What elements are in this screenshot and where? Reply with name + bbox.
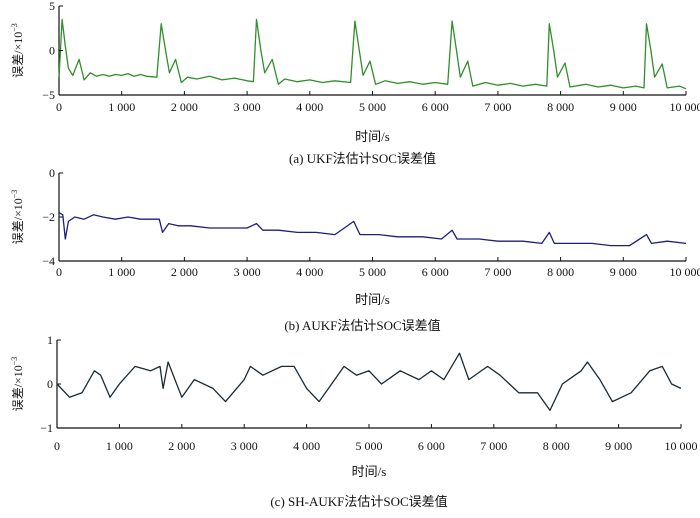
x-axis-label: 时间/s (355, 129, 390, 144)
x-tick-label: 2 000 (171, 100, 198, 114)
y-tick-label: 0 (47, 377, 53, 391)
y-axis-label-base: 误差/×10 (11, 198, 25, 244)
y-axis-label: 误差/×10−3 (10, 357, 25, 412)
x-tick-label: 5 000 (356, 439, 383, 453)
x-tick-label: 7 000 (484, 100, 511, 114)
series-line (59, 19, 686, 88)
y-tick-label: 1 (47, 333, 53, 347)
x-tick-label: 7 000 (484, 265, 511, 279)
x-tick-label: 8 000 (547, 100, 574, 114)
series-line (57, 353, 681, 410)
panel-caption: (c) SH-AUKF法估计SOC误差值 (270, 494, 447, 509)
y-tick-label: 0 (49, 166, 55, 180)
y-axis-label-exponent: −3 (10, 357, 19, 366)
y-axis-label-exponent: −3 (10, 190, 19, 199)
panel-c: 0 1 000 2 000 3 000 4 000 5 000 6 000 7 000 8 00… (10, 333, 698, 509)
x-tick-label: 9 000 (610, 265, 637, 279)
x-tick-label: 3 000 (234, 265, 261, 279)
y-axis-label-exponent: −3 (10, 23, 19, 32)
panel-caption: (b) AUKF法估计SOC误差值 (284, 318, 440, 333)
series-line (59, 213, 686, 246)
x-tick-label: 5 000 (359, 265, 386, 279)
panel-b: 0 1 000 2 000 3 000 4 000 5 000 6 000 7 000 8 00… (10, 166, 700, 333)
x-tick-label: 5 000 (359, 100, 386, 114)
x-tick-label: 1 000 (106, 439, 133, 453)
x-tick-label: 6 000 (422, 265, 449, 279)
x-tick-label: 8 000 (547, 265, 574, 279)
x-tick-label: 10 000 (670, 100, 700, 114)
panel-caption: (a) UKF法估计SOC误差值 (289, 151, 436, 166)
x-tick-label: 7 000 (480, 439, 507, 453)
y-tick-label: −1 (40, 421, 53, 435)
x-tick-label: 10 000 (670, 265, 700, 279)
x-tick-label: 6 000 (422, 100, 449, 114)
x-axis-label: 时间/s (352, 464, 387, 479)
x-tick-label: 2 000 (168, 439, 195, 453)
x-tick-label: 2 000 (171, 265, 198, 279)
x-tick-label: 4 000 (296, 100, 323, 114)
x-tick-label: 8 000 (543, 439, 570, 453)
y-axis-label-base: 误差/×10 (11, 365, 25, 411)
y-axis-label: 误差/×10−3 (10, 23, 25, 78)
x-axis-label: 时间/s (355, 292, 390, 307)
x-tick-label: 6 000 (418, 439, 445, 453)
y-tick-label: 0 (49, 44, 55, 58)
x-tick-label: 1 000 (108, 100, 135, 114)
x-tick-label: 10 000 (665, 439, 698, 453)
x-tick-label: 3 000 (234, 100, 261, 114)
x-tick-label: 4 000 (293, 439, 320, 453)
y-tick-label: −4 (42, 254, 55, 268)
x-tick-label: 3 000 (231, 439, 258, 453)
x-tick-label: 9 000 (605, 439, 632, 453)
x-tick-label: 0 (56, 265, 62, 279)
y-tick-label: 5 (49, 0, 55, 13)
x-tick-label: 0 (56, 100, 62, 114)
y-tick-label: −5 (42, 88, 55, 102)
y-tick-label: −2 (42, 210, 55, 224)
x-tick-label: 0 (54, 439, 60, 453)
x-tick-label: 9 000 (610, 100, 637, 114)
y-axis-label-base: 误差/×10 (11, 32, 25, 78)
x-tick-label: 1 000 (108, 265, 135, 279)
x-tick-label: 4 000 (296, 265, 323, 279)
panel-a: 0 1 000 2 000 3 000 4 000 5 000 6 000 7 000 8 00… (10, 0, 700, 166)
y-axis-label: 误差/×10−3 (10, 190, 25, 245)
